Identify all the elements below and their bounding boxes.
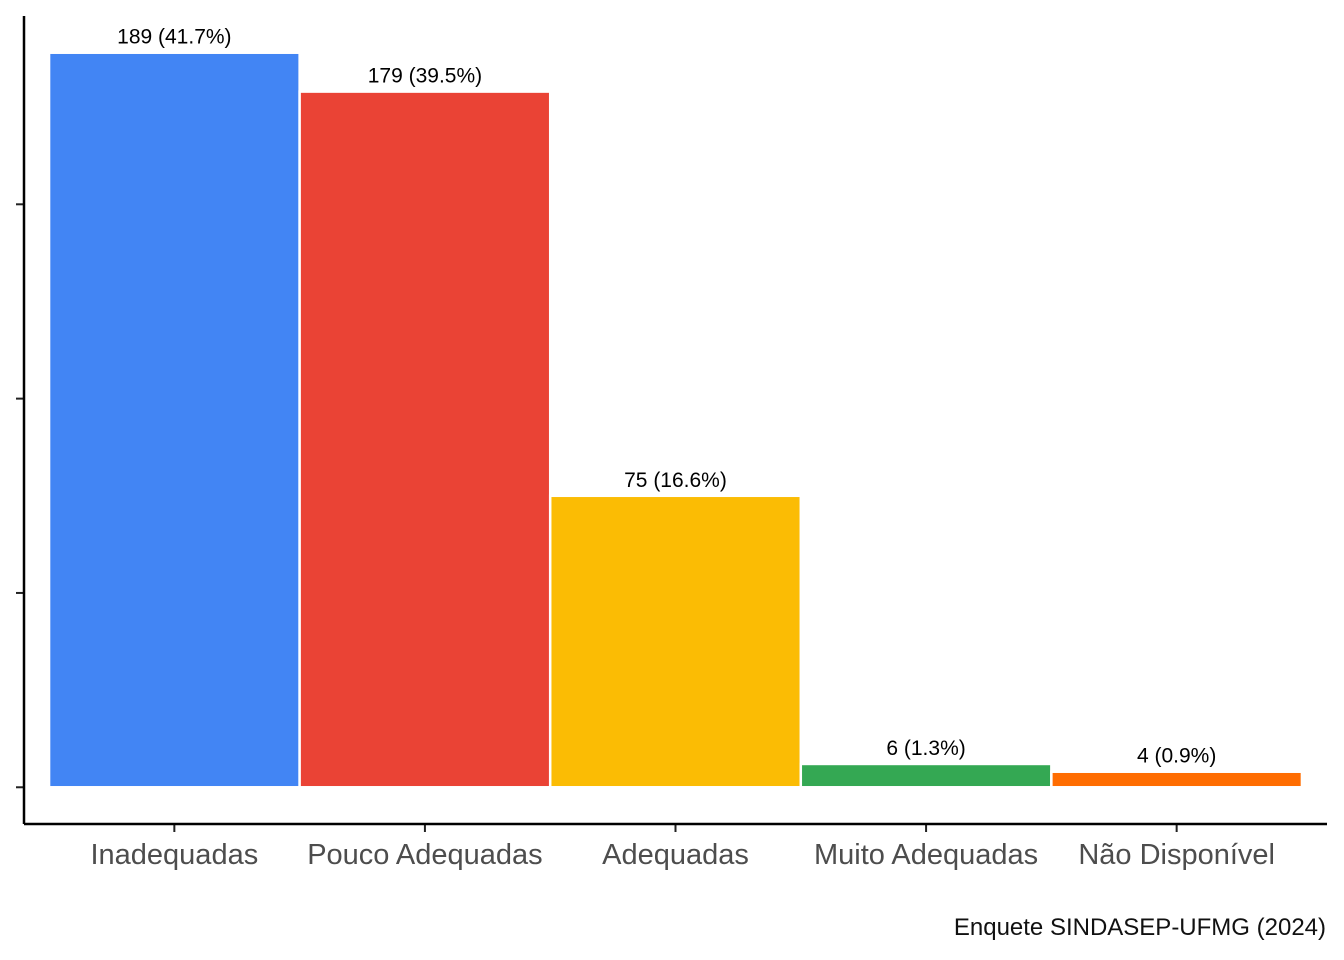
bars-layer xyxy=(47,51,1304,789)
x-tick-label-2: Adequadas xyxy=(602,839,749,871)
bar-4 xyxy=(1050,770,1304,789)
data-label-2: 75 (16.6%) xyxy=(624,469,727,492)
x-tick-label-3: Muito Adequadas xyxy=(814,839,1038,871)
data-label-4: 4 (0.9%) xyxy=(1137,745,1216,768)
data-label-0: 189 (41.7%) xyxy=(117,26,231,49)
bar-3 xyxy=(799,762,1053,789)
data-label-1: 179 (39.5%) xyxy=(368,65,482,88)
x-tick-label-1: Pouco Adequadas xyxy=(307,839,542,871)
data-label-3: 6 (1.3%) xyxy=(886,737,965,760)
axes-layer: Inadequadas Pouco Adequadas Adequadas Muito… xyxy=(16,16,1327,871)
x-tick-label-0: Inadequadas xyxy=(90,839,258,871)
bar-2 xyxy=(548,494,803,789)
bar-1 xyxy=(298,90,552,789)
bar-0 xyxy=(47,51,301,789)
chart-caption: Enquete SINDASEP-UFMG (2024) xyxy=(953,914,1326,941)
data-labels-layer: 189 (41.7%) 179 (39.5%) 75 (16.6%) 6 (1.3%)… xyxy=(117,26,1216,768)
x-tick-label-4: Não Disponível xyxy=(1078,839,1275,871)
